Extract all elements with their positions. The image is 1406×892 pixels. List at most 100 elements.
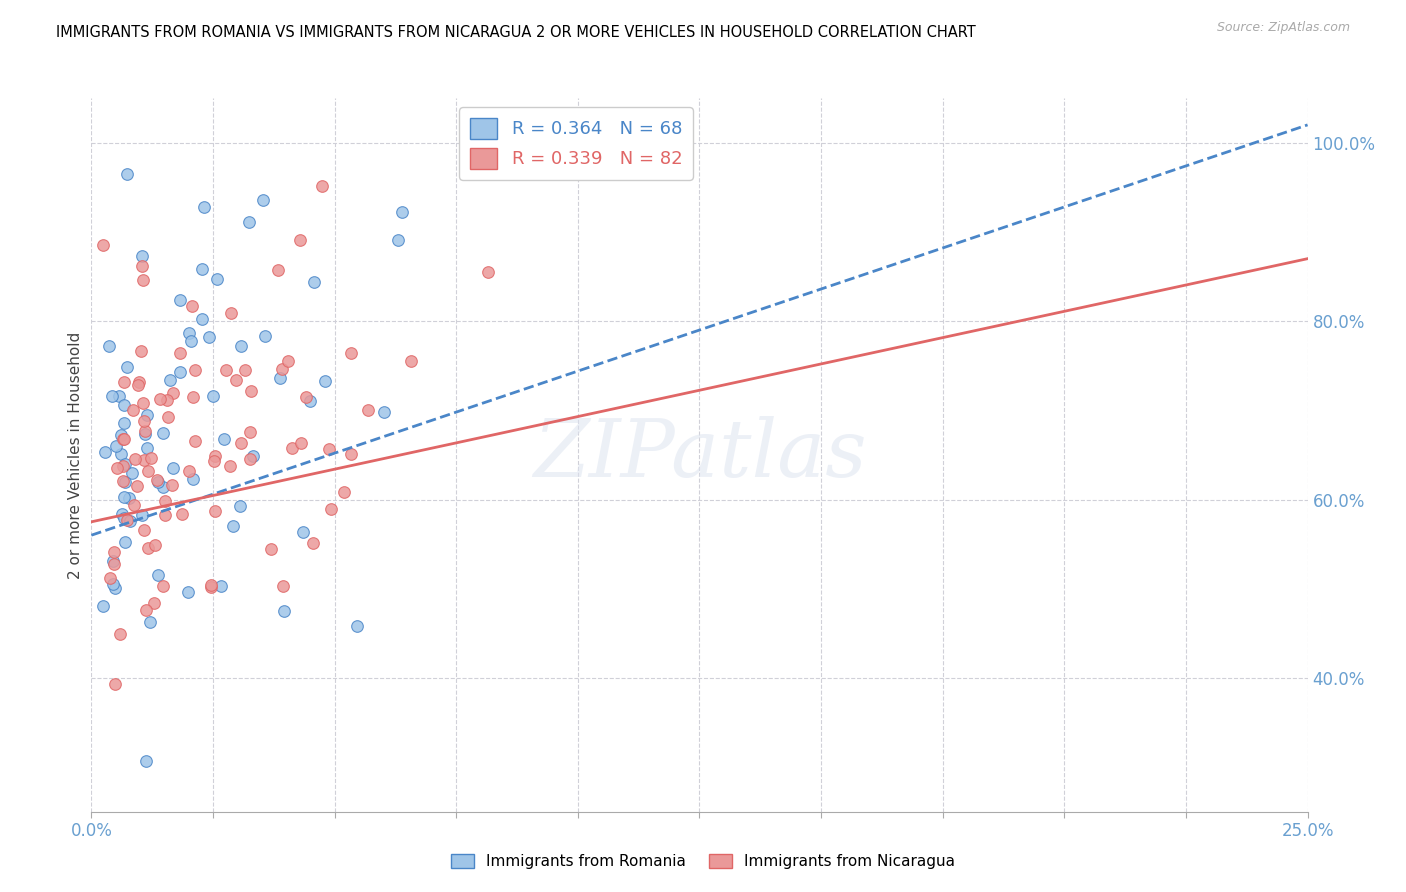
Point: [112, 490, 135, 504]
Point: [314, 374, 336, 388]
Point: [103, 545, 125, 559]
Point: [200, 580, 222, 594]
Point: [204, 504, 226, 518]
Point: [112, 459, 135, 474]
Point: [105, 440, 128, 454]
Point: [124, 499, 146, 513]
Point: [112, 375, 135, 389]
Point: [127, 479, 149, 493]
Text: IMMIGRANTS FROM ROMANIA VS IMMIGRANTS FROM NICARAGUA 2 OR MORE VEHICLES IN HOUSE: IMMIGRANTS FROM ROMANIA VS IMMIGRANTS FR…: [56, 25, 976, 40]
Point: [302, 535, 325, 549]
Legend: Immigrants from Romania, Immigrants from Nicaragua: Immigrants from Romania, Immigrants from…: [444, 848, 962, 875]
Point: [218, 458, 240, 473]
Point: [134, 426, 156, 441]
Point: [122, 403, 145, 417]
Point: [340, 346, 363, 360]
Point: [136, 464, 159, 478]
Point: [271, 362, 294, 376]
Point: [239, 451, 262, 466]
Point: [209, 578, 232, 592]
Point: [114, 457, 136, 471]
Point: [280, 442, 302, 456]
Point: [143, 537, 166, 551]
Point: [135, 754, 157, 768]
Point: [101, 389, 124, 403]
Point: [149, 392, 172, 406]
Point: [114, 398, 136, 412]
Point: [112, 433, 135, 447]
Point: [212, 432, 235, 446]
Point: [103, 558, 125, 572]
Point: [229, 499, 252, 513]
Point: [298, 393, 321, 408]
Point: [239, 425, 262, 440]
Point: [111, 474, 134, 488]
Point: [277, 354, 299, 368]
Point: [152, 479, 174, 493]
Point: [108, 389, 131, 403]
Point: [193, 200, 215, 214]
Point: [115, 359, 138, 374]
Point: [387, 233, 409, 247]
Point: [357, 402, 380, 417]
Point: [132, 273, 155, 287]
Point: [269, 371, 291, 385]
Point: [179, 326, 201, 340]
Point: [112, 433, 135, 447]
Point: [273, 603, 295, 617]
Point: [170, 507, 193, 521]
Point: [136, 408, 159, 422]
Point: [318, 442, 340, 457]
Legend: R = 0.364   N = 68, R = 0.339   N = 82: R = 0.364 N = 68, R = 0.339 N = 82: [460, 107, 693, 179]
Point: [391, 205, 413, 219]
Point: [124, 452, 146, 467]
Point: [104, 581, 127, 595]
Point: [290, 436, 312, 450]
Text: ZIPatlas: ZIPatlas: [533, 417, 866, 493]
Point: [131, 249, 153, 263]
Point: [373, 405, 395, 419]
Point: [260, 541, 283, 556]
Point: [346, 619, 368, 633]
Point: [132, 395, 155, 409]
Point: [239, 384, 262, 399]
Point: [136, 442, 159, 456]
Point: [340, 447, 363, 461]
Point: [179, 465, 201, 479]
Point: [191, 312, 214, 326]
Point: [222, 519, 245, 533]
Point: [183, 363, 205, 377]
Point: [101, 576, 124, 591]
Point: [155, 494, 177, 508]
Point: [100, 571, 122, 585]
Point: [169, 365, 191, 379]
Point: [131, 508, 153, 522]
Point: [302, 275, 325, 289]
Point: [131, 259, 153, 273]
Point: [292, 524, 315, 539]
Point: [288, 233, 311, 247]
Point: [98, 339, 121, 353]
Point: [104, 677, 127, 691]
Point: [128, 375, 150, 389]
Point: [231, 436, 253, 450]
Point: [225, 373, 247, 387]
Point: [108, 627, 131, 641]
Point: [204, 449, 226, 463]
Point: [477, 264, 499, 278]
Point: [321, 502, 343, 516]
Point: [134, 524, 156, 538]
Point: [118, 515, 141, 529]
Point: [233, 363, 256, 377]
Point: [205, 272, 228, 286]
Point: [105, 461, 128, 475]
Point: [118, 491, 141, 505]
Text: Source: ZipAtlas.com: Source: ZipAtlas.com: [1216, 21, 1350, 34]
Point: [142, 596, 165, 610]
Point: [111, 507, 134, 521]
Point: [242, 450, 264, 464]
Point: [112, 416, 135, 430]
Point: [152, 579, 174, 593]
Point: [155, 508, 177, 523]
Point: [94, 445, 117, 459]
